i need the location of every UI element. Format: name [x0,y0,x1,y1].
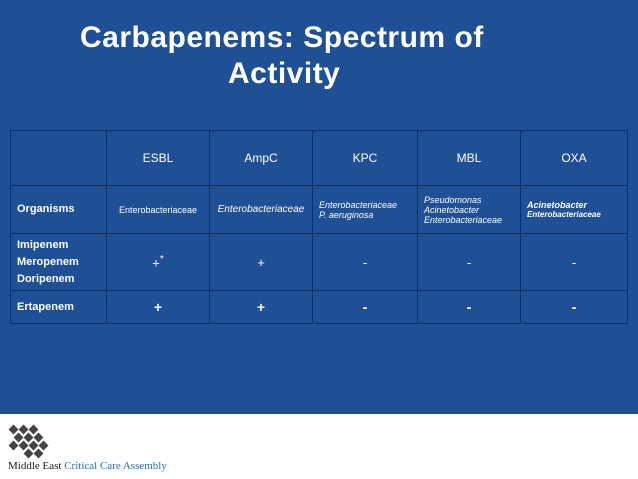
imipenem-label-line-1: Imipenem [17,238,69,251]
imipenem-ampc: + [209,233,313,291]
organisms-esbl: Enterobacteriaceae [106,185,210,234]
ertapenem-kpc: - [312,290,418,324]
organisms-oxa: Acinetobacter Enterobacteriaceae [520,185,628,234]
header-row: ESBL AmpC KPC MBL OXA [10,130,628,186]
organisms-oxa-line-1: Acinetobacter [527,200,588,210]
header-ampc: AmpC [209,130,313,186]
title-line-2: Activity [228,57,341,90]
organization-name-part-2: Critical Care Assembly [64,460,167,472]
organisms-kpc-line-1: Enterobacteriaceae [319,199,398,210]
imipenem-row: Imipenem Meropenem Doripenem +* + - - - [10,233,628,291]
organisms-label: Organisms [10,185,107,234]
footer: Middle East Critical Care Assembly [0,414,638,479]
header-esbl: ESBL [106,130,210,186]
checkered-diamond-logo-icon [8,424,49,459]
slide-title: Carbapenems: Spectrum of Activity [80,20,600,92]
imipenem-label-line-3: Doripenem [17,272,75,285]
organisms-oxa-line-2: Enterobacteriaceae [527,210,601,219]
title-line-1: Carbapenems: Spectrum of [80,21,484,54]
imipenem-label: Imipenem Meropenem Doripenem [10,233,107,291]
organization-name-part-1: Middle East [8,460,65,472]
imipenem-mbl: - [417,233,521,291]
ertapenem-mbl: - [417,290,521,324]
organisms-kpc-line-2: P. aeruginosa [319,209,374,220]
imipenem-kpc: - [312,233,418,291]
imipenem-esbl-footnote: * [159,253,164,265]
imipenem-oxa: - [520,233,628,291]
ertapenem-label: Ertapenem [10,290,107,324]
header-oxa: OXA [520,130,628,186]
organisms-mbl-line-3: Enterobacteriaceae [424,214,503,225]
header-cell-empty [10,130,107,186]
ertapenem-ampc: + [209,290,313,324]
slide: Carbapenems: Spectrum of Activity ESBL A… [0,0,638,414]
header-mbl: MBL [417,130,521,186]
organisms-mbl-line-2: Acinetobacter [424,204,480,215]
spectrum-table: ESBL AmpC KPC MBL OXA Organisms Enteroba… [10,130,628,324]
imipenem-esbl: +* [106,233,210,291]
organisms-ampc: Enterobacteriaceae [209,185,313,234]
organization-name: Middle East Critical Care Assembly [8,460,167,472]
organisms-row: Organisms Enterobacteriaceae Enterobacte… [10,185,628,234]
imipenem-esbl-symbol: + [152,255,160,271]
imipenem-label-line-2: Meropenem [17,255,79,268]
organisms-mbl-line-1: Pseudomonas [424,194,482,205]
header-kpc: KPC [312,130,418,186]
ertapenem-oxa: - [520,290,628,324]
organisms-mbl: Pseudomonas Acinetobacter Enterobacteria… [417,185,521,234]
ertapenem-esbl: + [106,290,210,324]
organisms-kpc: Enterobacteriaceae P. aeruginosa [312,185,418,234]
ertapenem-row: Ertapenem + + - - - [10,290,628,324]
